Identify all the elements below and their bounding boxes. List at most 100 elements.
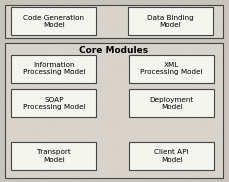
Point <box>179 95 183 98</box>
Point <box>114 170 118 173</box>
Point <box>134 7 138 10</box>
Point <box>197 35 201 37</box>
Point <box>203 125 207 128</box>
Point <box>106 175 110 178</box>
Point <box>7 66 10 69</box>
Point <box>39 9 43 11</box>
Point <box>214 129 218 132</box>
Point <box>202 133 206 136</box>
Text: Code Generation
Model: Code Generation Model <box>23 15 84 28</box>
Point <box>88 159 92 162</box>
Point <box>90 163 93 166</box>
Point <box>106 25 110 28</box>
Point <box>78 154 82 157</box>
Point <box>202 101 206 104</box>
Point <box>86 85 90 88</box>
Point <box>125 146 129 149</box>
Point <box>109 136 113 139</box>
Point <box>70 99 74 102</box>
Point <box>108 32 112 35</box>
Point <box>97 61 101 64</box>
Point <box>53 128 57 131</box>
Point <box>114 150 118 153</box>
Point <box>130 82 134 85</box>
Point <box>162 162 166 165</box>
Point <box>177 119 181 122</box>
Point <box>4 17 8 20</box>
Point <box>119 29 123 32</box>
Point <box>192 105 196 108</box>
Point <box>99 151 103 154</box>
Point <box>201 155 205 158</box>
Point <box>179 14 183 17</box>
Point <box>51 86 55 88</box>
Point <box>100 85 103 88</box>
Point <box>120 68 124 71</box>
Point <box>121 81 125 84</box>
Point <box>155 162 159 165</box>
Point <box>131 5 134 8</box>
Point <box>27 5 31 8</box>
Point <box>190 61 194 64</box>
Point <box>187 72 191 75</box>
Point <box>25 109 29 112</box>
Point <box>41 6 45 9</box>
Point <box>139 101 142 104</box>
Point <box>125 76 128 79</box>
Point <box>103 78 107 81</box>
Point <box>56 131 60 134</box>
Point <box>167 47 171 50</box>
Point <box>134 143 138 146</box>
Point <box>138 128 142 131</box>
Point <box>54 176 57 179</box>
Point <box>142 61 146 64</box>
Point <box>73 33 76 35</box>
Point <box>143 126 146 129</box>
Point <box>19 67 23 70</box>
Point <box>166 175 170 178</box>
Point <box>42 45 45 48</box>
Point <box>5 82 9 85</box>
Point <box>14 156 18 159</box>
Point <box>126 159 130 162</box>
Point <box>108 84 112 87</box>
Point <box>16 75 20 78</box>
Point <box>210 80 213 83</box>
Point <box>86 175 90 178</box>
Point <box>168 89 172 92</box>
Point <box>131 163 135 166</box>
Point <box>97 141 101 144</box>
Point <box>203 129 207 132</box>
Point <box>93 108 97 111</box>
Point <box>119 47 122 50</box>
Point <box>37 83 41 86</box>
Point <box>175 149 179 152</box>
Point <box>16 136 19 139</box>
Point <box>133 119 137 122</box>
Point <box>49 36 52 39</box>
Point <box>147 13 150 16</box>
Point <box>57 140 61 143</box>
Point <box>172 100 175 103</box>
Point <box>188 60 192 63</box>
Point <box>72 51 75 54</box>
Point <box>138 86 142 88</box>
Point <box>129 9 133 12</box>
Point <box>111 31 114 34</box>
Point <box>5 32 8 35</box>
Point <box>196 74 200 76</box>
Point <box>56 141 60 144</box>
Point <box>110 23 114 26</box>
Point <box>158 30 162 33</box>
Point <box>32 133 35 136</box>
Point <box>170 74 174 77</box>
Point <box>84 76 87 79</box>
Point <box>215 154 218 157</box>
Point <box>130 120 134 123</box>
Point <box>7 25 11 28</box>
Point <box>152 71 155 74</box>
Point <box>200 145 204 148</box>
Point <box>3 158 7 161</box>
Point <box>33 56 36 59</box>
Point <box>99 108 103 111</box>
